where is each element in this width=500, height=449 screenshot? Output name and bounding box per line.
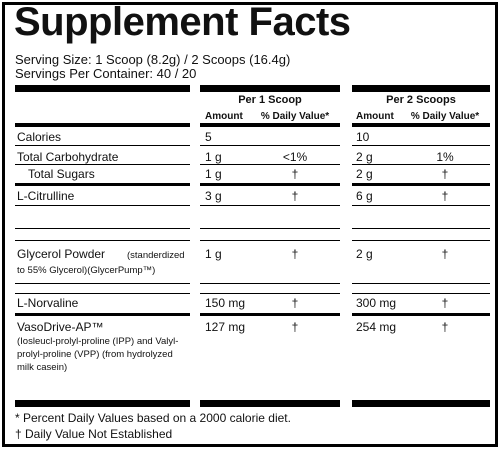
dv-header: % Daily Value* (410, 111, 480, 122)
rule (15, 313, 190, 316)
rule (200, 240, 340, 241)
daily-value: † (291, 167, 299, 181)
rule (200, 145, 340, 146)
rule (352, 240, 490, 241)
rule (352, 205, 490, 206)
nutrient-name: Total Sugars (28, 167, 95, 181)
amount: 3 g (205, 189, 222, 203)
amount: 10 (356, 130, 370, 144)
rule (352, 145, 490, 146)
footnote: † Daily Value Not Established (15, 427, 173, 441)
daily-value: † (441, 296, 449, 310)
daily-value: † (291, 320, 299, 334)
label-title: Supplement Facts (14, 0, 351, 44)
amount: 6 g (356, 189, 373, 203)
amount: 2 g (356, 167, 373, 181)
rule (200, 313, 340, 316)
rule (352, 164, 490, 165)
nutrient-name: L-Norvaline (17, 296, 79, 310)
nutrient-detail: (standerdized to 55% Glycerol)(GlycerPum… (17, 250, 185, 276)
nutrient-name: Total Carbohydrate (17, 150, 119, 164)
daily-value: † (441, 320, 449, 334)
nutrient-name: Glycerol Powder (17, 247, 106, 261)
rule (352, 400, 490, 407)
column-header: Per 2 Scoops (386, 94, 456, 106)
daily-value: † (441, 167, 449, 181)
daily-value: † (291, 247, 299, 261)
amount-header: Amount (356, 111, 394, 122)
nutrient-detail: (Iosleucl-prolyl-proline (IPP) and Valyl… (17, 336, 179, 373)
daily-value: <1% (282, 150, 308, 164)
rule (352, 283, 490, 284)
rule (200, 85, 340, 92)
rule (15, 123, 190, 127)
daily-value: † (291, 296, 299, 310)
nutrient-name: L-Citrulline (17, 189, 75, 203)
rule (15, 240, 190, 241)
rule (15, 183, 190, 186)
rule (200, 228, 340, 229)
daily-value: † (291, 189, 299, 203)
serving-size: Serving Size: 1 Scoop (8.2g) / 2 Scoops … (15, 52, 291, 67)
footnote: * Percent Daily Values based on a 2000 c… (15, 411, 291, 425)
rule (15, 400, 190, 407)
rule (200, 164, 340, 165)
nutrient-name: Calories (17, 130, 62, 144)
amount: 5 (205, 130, 212, 144)
rule (15, 85, 190, 92)
rule (15, 205, 190, 206)
amount: 1 g (205, 150, 222, 164)
amount: 2 g (356, 247, 373, 261)
rule (15, 228, 190, 229)
amount: 254 mg (356, 320, 397, 334)
rule (200, 183, 340, 186)
amount-header: Amount (205, 111, 243, 122)
amount: 1 g (205, 167, 222, 181)
rule (200, 293, 340, 294)
rule (200, 400, 340, 407)
amount: 300 mg (356, 296, 397, 310)
column-header: Per 1 Scoop (238, 94, 302, 106)
rule (200, 205, 340, 206)
rule (352, 183, 490, 186)
rule (352, 313, 490, 316)
nutrient-name: VasoDrive-AP™ (17, 320, 104, 334)
amount: 127 mg (205, 320, 246, 334)
daily-value: † (441, 189, 449, 203)
rule (15, 145, 190, 146)
rule (352, 228, 490, 229)
rule (15, 293, 190, 294)
rule (352, 85, 490, 92)
amount: 150 mg (205, 296, 246, 310)
rule (200, 123, 340, 127)
daily-value: † (441, 247, 449, 261)
rule (352, 123, 490, 127)
rule (200, 283, 340, 284)
daily-value: 1% (436, 150, 454, 164)
servings-per-container: Servings Per Container: 40 / 20 (15, 66, 197, 81)
dv-header: % Daily Value* (260, 111, 330, 122)
amount: 1 g (205, 247, 222, 261)
amount: 2 g (356, 150, 373, 164)
rule (15, 164, 190, 165)
rule (352, 293, 490, 294)
rule (15, 283, 190, 284)
